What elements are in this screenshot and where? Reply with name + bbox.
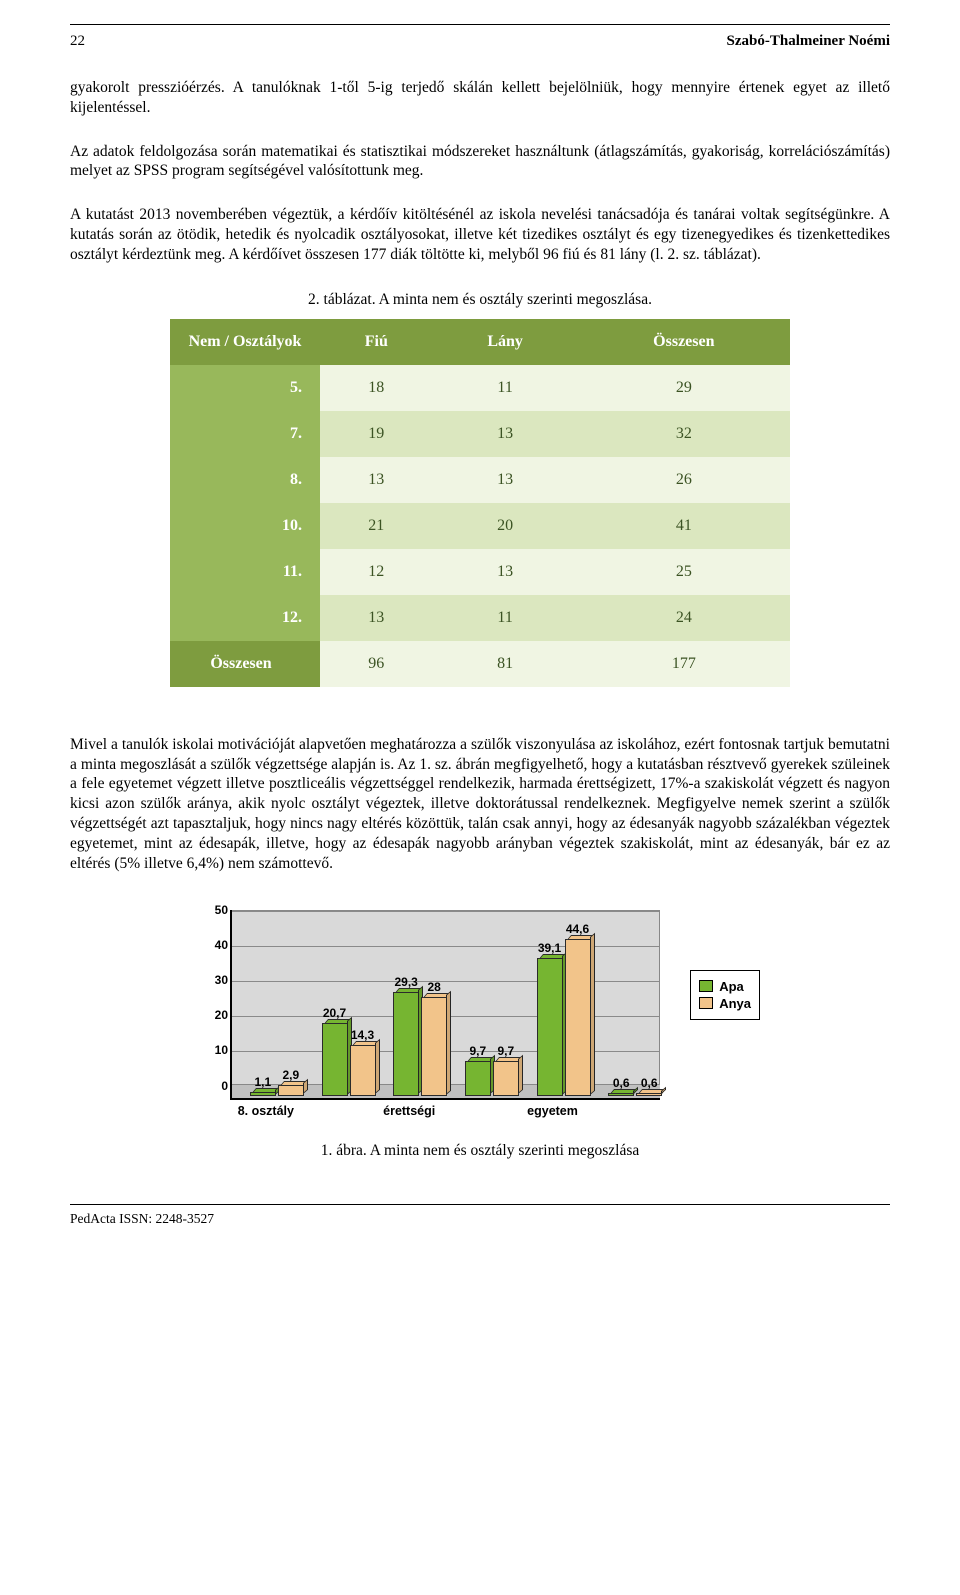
table-cell: 13	[433, 457, 578, 503]
chart-bar: 1,1	[250, 1092, 276, 1096]
table-cell: 24	[578, 595, 790, 641]
table-row-label: 11.	[170, 549, 320, 595]
page-number: 22	[70, 33, 85, 50]
table-cell: 12	[320, 549, 433, 595]
chart-bar: 0,6	[608, 1093, 634, 1095]
table-cell: 96	[320, 641, 433, 687]
table-row-label: 7.	[170, 411, 320, 457]
table-cell: 26	[578, 457, 790, 503]
table-cell: 11	[433, 365, 578, 411]
chart-plot-area: 010203040501,12,920,714,329,3289,79,739,…	[230, 910, 660, 1100]
chart-x-label	[445, 1104, 517, 1118]
table-header-label: Nem / Osztályok	[170, 319, 320, 365]
table-cell: 25	[578, 549, 790, 595]
footer-issn: PedActa ISSN: 2248-3527	[0, 1205, 960, 1247]
chart-legend-label: Apa	[719, 979, 744, 994]
chart-container: 010203040501,12,920,714,329,3289,79,739,…	[200, 910, 760, 1118]
chart-bar-group: 1,12,9	[250, 1085, 306, 1095]
distribution-table: Nem / OsztályokFiúLányÖsszesen 5.1811297…	[170, 319, 790, 687]
table-header-col: Fiú	[320, 319, 433, 365]
chart-y-tick: 0	[206, 1079, 232, 1093]
chart-y-tick: 40	[206, 938, 232, 952]
chart-bar: 28	[421, 997, 447, 1096]
chart-bar: 39,1	[537, 958, 563, 1096]
chart-bar-group: 39,144,6	[537, 939, 593, 1096]
table-cell: 18	[320, 365, 433, 411]
chart-bar-value-label: 14,3	[351, 1028, 375, 1042]
table-cell: 13	[433, 549, 578, 595]
chart-bar: 14,3	[350, 1045, 376, 1095]
table-cell: 11	[433, 595, 578, 641]
author-name: Szabó-Thalmeiner Noémi	[727, 33, 890, 50]
table-cell: 177	[578, 641, 790, 687]
table-cell: 20	[433, 503, 578, 549]
table-header-col: Lány	[433, 319, 578, 365]
chart-bar-value-label: 20,7	[323, 1006, 347, 1020]
chart-legend-swatch	[699, 980, 713, 992]
chart-bar-value-label: 0,6	[609, 1076, 633, 1090]
table-cell: 32	[578, 411, 790, 457]
chart-bar-value-label: 0,6	[637, 1076, 661, 1090]
chart-bar-value-label: 2,9	[279, 1068, 303, 1082]
table-cell: 13	[433, 411, 578, 457]
chart-bar: 9,7	[493, 1061, 519, 1095]
paragraph-2: Az adatok feldolgozása során matematikai…	[70, 142, 890, 182]
table-cell: 81	[433, 641, 578, 687]
table-cell: 13	[320, 595, 433, 641]
chart-legend-swatch	[699, 997, 713, 1009]
chart-bar: 2,9	[278, 1085, 304, 1095]
chart-x-axis-labels: 8. osztály érettségi egyetem	[230, 1100, 660, 1118]
paragraph-1: gyakorolt presszióérzés. A tanulóknak 1-…	[70, 78, 890, 118]
table-header-col: Összesen	[578, 319, 790, 365]
chart-bar-group: 29,328	[393, 992, 449, 1095]
table-row-label: 10.	[170, 503, 320, 549]
table-cell: 29	[578, 365, 790, 411]
chart-legend-label: Anya	[719, 996, 751, 1011]
paragraph-4: Mivel a tanulók iskolai motivációját ala…	[70, 735, 890, 874]
table-cell: 13	[320, 457, 433, 503]
chart-x-label	[302, 1104, 374, 1118]
chart-bar-value-label: 28	[422, 980, 446, 994]
chart-bar: 29,3	[393, 992, 419, 1095]
chart-bar-value-label: 9,7	[494, 1044, 518, 1058]
chart-bar-value-label: 44,6	[566, 922, 590, 936]
chart-x-label: 8. osztály	[230, 1104, 302, 1118]
chart-bar: 0,6	[636, 1093, 662, 1095]
chart-bar-group: 20,714,3	[322, 1023, 378, 1096]
table-row-label: 5.	[170, 365, 320, 411]
table-row-label: Összesen	[170, 641, 320, 687]
chart-legend: Apa Anya	[690, 970, 760, 1020]
chart-legend-item: Anya	[699, 996, 751, 1011]
chart-y-tick: 50	[206, 903, 232, 917]
chart-y-tick: 30	[206, 973, 232, 987]
table-cell: 21	[320, 503, 433, 549]
chart-bar-value-label: 1,1	[251, 1075, 275, 1089]
table-row-label: 12.	[170, 595, 320, 641]
chart-bar-group: 9,79,7	[465, 1061, 521, 1095]
chart-x-label: egyetem	[517, 1104, 589, 1118]
chart-bar-group: 0,60,6	[608, 1093, 664, 1095]
table-cell: 41	[578, 503, 790, 549]
chart-y-tick: 10	[206, 1043, 232, 1057]
chart-bar-value-label: 39,1	[538, 941, 562, 955]
figure-caption: 1. ábra. A minta nem és osztály szerinti…	[70, 1142, 890, 1160]
chart-legend-item: Apa	[699, 979, 751, 994]
chart-x-label: érettségi	[373, 1104, 445, 1118]
page-header: 22 Szabó-Thalmeiner Noémi	[70, 33, 890, 50]
chart-bar: 44,6	[565, 939, 591, 1096]
table-cell: 19	[320, 411, 433, 457]
chart-x-label	[588, 1104, 660, 1118]
chart-gridline	[232, 911, 659, 912]
chart-y-tick: 20	[206, 1008, 232, 1022]
chart-bar-value-label: 9,7	[466, 1044, 490, 1058]
table-caption: 2. táblázat. A minta nem és osztály szer…	[70, 291, 890, 309]
chart-bar: 9,7	[465, 1061, 491, 1095]
chart-bar: 20,7	[322, 1023, 348, 1096]
chart-bar-value-label: 29,3	[394, 975, 418, 989]
table-row-label: 8.	[170, 457, 320, 503]
paragraph-3: A kutatást 2013 novemberében végeztük, a…	[70, 205, 890, 264]
